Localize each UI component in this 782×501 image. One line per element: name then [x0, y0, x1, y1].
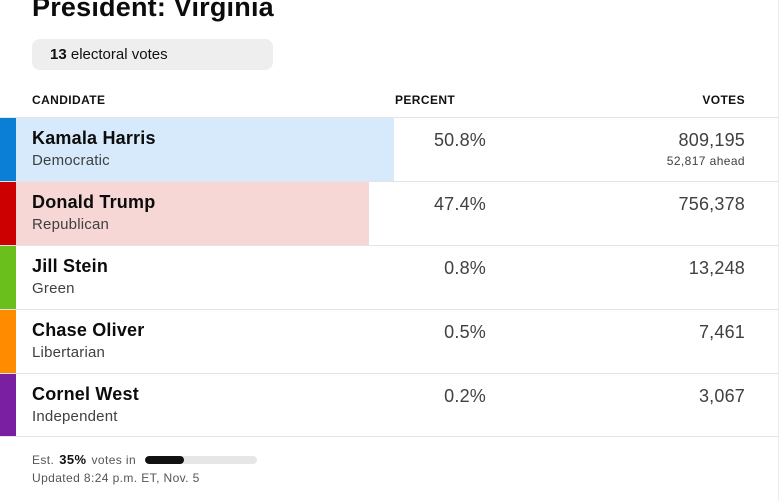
updated-timestamp: Updated 8:24 p.m. ET, Nov. 5 [32, 471, 200, 485]
table-divider [0, 436, 778, 437]
page-title: President: Virginia [32, 0, 274, 22]
estimated-votes-in: Est. 35% votes in [32, 452, 258, 467]
candidate-row: Cornel West Independent 0.2% 3,067 [0, 373, 778, 437]
candidate-row: Chase Oliver Libertarian 0.5% 7,461 [0, 309, 778, 373]
candidate-party: Green [32, 280, 75, 297]
candidate-name: Chase Oliver [32, 320, 145, 340]
est-suffix: votes in [91, 452, 137, 467]
candidate-votes: 13,248 [688, 258, 745, 278]
party-color-stripe [0, 182, 16, 245]
candidate-name: Kamala Harris [32, 128, 156, 148]
est-prefix: Est. [32, 452, 55, 467]
electoral-votes-badge: 13 electoral votes [32, 39, 273, 70]
candidate-party: Libertarian [32, 344, 106, 361]
column-header-candidate: CANDIDATE [32, 93, 106, 107]
candidate-party: Democratic [32, 152, 110, 169]
reporting-progress-bar [145, 455, 258, 464]
party-color-stripe [0, 310, 16, 373]
candidate-percent: 0.2% [444, 386, 486, 406]
vote-share-bar [16, 182, 369, 245]
candidate-votes: 7,461 [698, 322, 745, 342]
candidate-lead-margin: 52,817 ahead [666, 154, 745, 168]
candidate-party: Republican [32, 216, 110, 233]
party-color-stripe [0, 246, 16, 309]
candidate-name: Donald Trump [32, 192, 156, 212]
candidate-percent: 0.8% [444, 258, 486, 278]
party-color-stripe [0, 374, 16, 437]
reporting-progress-fill [145, 455, 185, 464]
candidate-row: Jill Stein Green 0.8% 13,248 [0, 245, 778, 309]
vote-share-bar [16, 118, 394, 181]
column-header-votes: VOTES [702, 93, 745, 107]
candidate-votes: 809,195 [678, 130, 745, 150]
electoral-votes-label: electoral votes [70, 46, 168, 63]
candidate-percent: 47.4% [433, 194, 486, 214]
candidate-row: Kamala Harris Democratic 50.8% 809,195 52,81… [0, 117, 778, 181]
candidate-votes: 756,378 [678, 194, 745, 214]
candidate-percent: 50.8% [433, 130, 486, 150]
est-value: 35% [59, 452, 87, 467]
candidate-party: Independent [32, 408, 118, 425]
candidate-percent: 0.5% [444, 322, 486, 342]
candidate-name: Jill Stein [32, 256, 109, 276]
column-header-percent: PERCENT [395, 93, 456, 107]
candidate-name: Cornel West [32, 384, 139, 404]
candidate-votes: 3,067 [698, 386, 745, 406]
candidate-row: Donald Trump Republican 47.4% 756,378 [0, 181, 778, 245]
party-color-stripe [0, 118, 16, 181]
electoral-votes-count: 13 [50, 46, 67, 63]
right-edge-divider [778, 0, 779, 501]
